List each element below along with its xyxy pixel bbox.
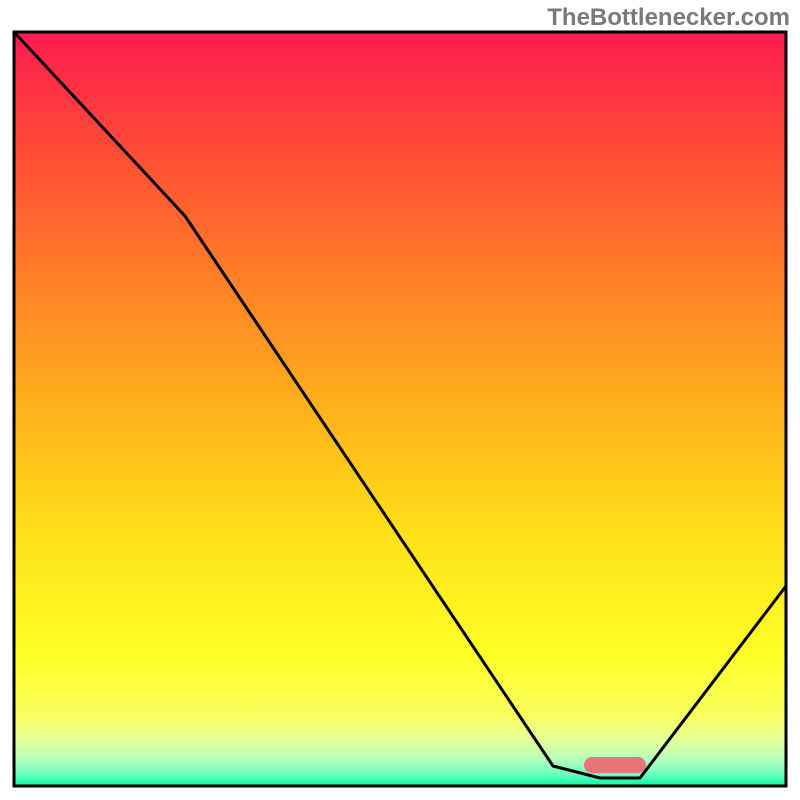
bottleneck-chart [0, 0, 800, 800]
chart-stage: { "canvas": { "width": 800, "height": 80… [0, 0, 800, 800]
optimal-marker [584, 757, 646, 773]
plot-background [14, 32, 786, 786]
watermark-text: TheBottlenecker.com [547, 4, 790, 32]
